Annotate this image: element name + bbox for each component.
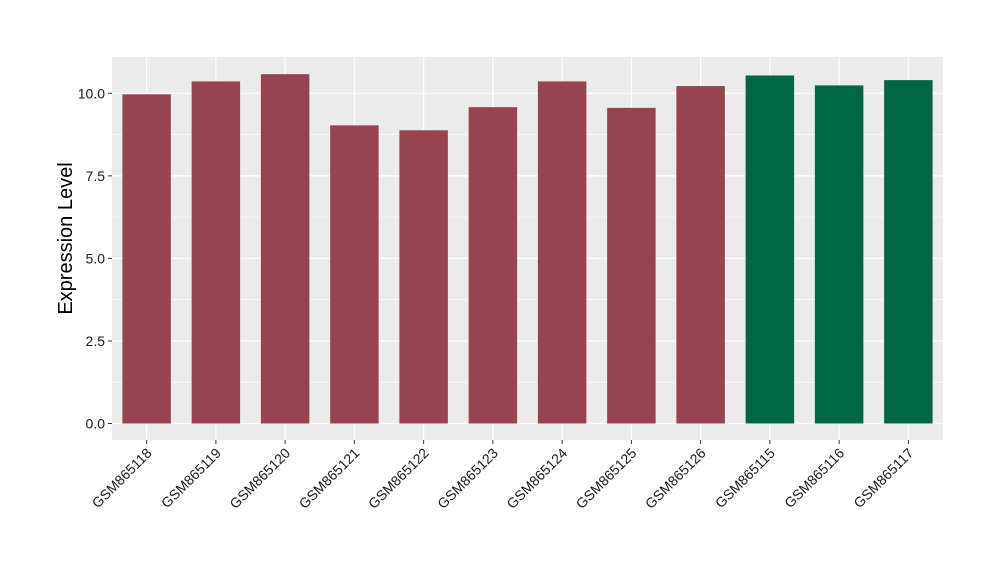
bar-GSM865117: [884, 80, 933, 424]
y-axis: 0.0 2.5 5.0 7.5 10.0: [78, 85, 112, 431]
y-tick-label: 2.5: [86, 333, 106, 349]
y-tick-label: 0.0: [86, 415, 106, 431]
x-tick-label: GSM865126: [642, 445, 709, 512]
y-tick-label: 5.0: [86, 250, 106, 266]
x-axis: GSM865118 GSM865119 GSM865120 GSM865121 GSM8…: [89, 440, 917, 512]
bar-GSM865125: [607, 107, 656, 424]
bar-GSM865116: [814, 85, 864, 424]
y-tick-label: 10.0: [78, 85, 105, 101]
x-tick-label: GSM865115: [712, 445, 778, 511]
bar-GSM865120: [260, 74, 310, 424]
x-tick-label: GSM865123: [434, 445, 501, 512]
x-tick-label: GSM865122: [365, 445, 432, 512]
bar-GSM865123: [468, 107, 518, 424]
bars: [122, 74, 933, 424]
bar-GSM865119: [191, 81, 241, 424]
bar-GSM865118: [122, 94, 171, 424]
y-tick-label: 7.5: [86, 168, 106, 184]
x-tick-label: GSM865125: [573, 445, 640, 512]
bar-GSM865121: [330, 125, 379, 424]
x-tick-label: GSM865120: [226, 445, 293, 512]
plot-panel: [112, 57, 943, 440]
bar-GSM865124: [537, 81, 587, 424]
bar-GSM865115: [745, 75, 795, 424]
x-tick-label: GSM865118: [89, 445, 155, 511]
x-tick-label: GSM865121: [296, 445, 363, 512]
y-axis-title: Expression Level: [55, 162, 77, 314]
x-tick-label: GSM865124: [503, 445, 570, 512]
bar-GSM865126: [676, 86, 725, 424]
x-tick-label: GSM865119: [158, 445, 224, 511]
x-tick-label: GSM865116: [781, 445, 847, 511]
bar-GSM865122: [399, 130, 448, 424]
x-tick-label: GSM865117: [850, 445, 916, 511]
